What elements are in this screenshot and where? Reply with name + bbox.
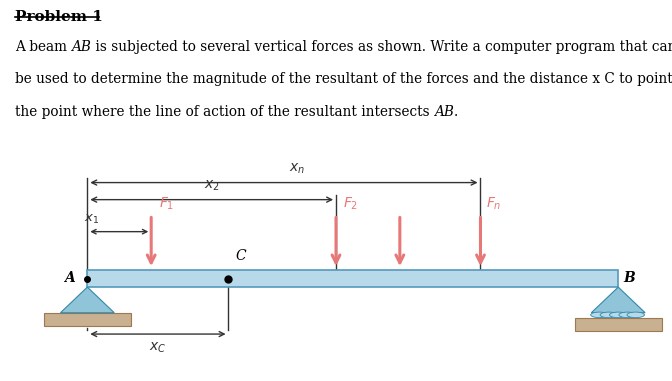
Text: .: . (454, 105, 458, 119)
Circle shape (610, 312, 627, 318)
Text: $x_C$: $x_C$ (149, 341, 167, 355)
Text: $F_n$: $F_n$ (486, 196, 501, 213)
Polygon shape (60, 287, 114, 313)
Text: $x_n$: $x_n$ (290, 162, 305, 176)
Circle shape (619, 312, 636, 318)
Polygon shape (44, 313, 131, 325)
Text: A: A (65, 271, 75, 285)
Text: AB: AB (434, 105, 454, 119)
Text: B: B (624, 271, 635, 285)
Text: is subjected to several vertical forces as shown. Write a computer program that : is subjected to several vertical forces … (91, 40, 672, 54)
Circle shape (600, 312, 618, 318)
Text: A beam: A beam (15, 40, 71, 54)
Text: be used to determine the magnitude of the resultant of the forces and the distan: be used to determine the magnitude of th… (15, 72, 672, 86)
Text: $F_2$: $F_2$ (343, 196, 358, 213)
Text: Problem 1: Problem 1 (15, 10, 103, 24)
Polygon shape (575, 318, 662, 331)
Text: $F_1$: $F_1$ (159, 196, 175, 213)
Circle shape (591, 312, 608, 318)
Text: $x_2$: $x_2$ (204, 179, 220, 193)
Text: the point where the line of action of the resultant intersects: the point where the line of action of th… (15, 105, 434, 119)
Text: $x_1$: $x_1$ (84, 213, 99, 226)
Polygon shape (591, 287, 645, 313)
Text: AB: AB (71, 40, 91, 54)
Polygon shape (87, 270, 618, 287)
Text: C: C (235, 248, 246, 263)
Circle shape (627, 312, 644, 318)
